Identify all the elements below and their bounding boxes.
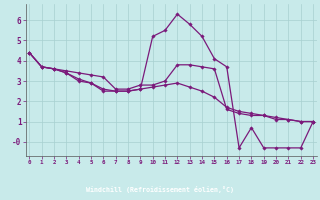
Text: Windchill (Refroidissement éolien,°C): Windchill (Refroidissement éolien,°C) bbox=[86, 186, 234, 193]
